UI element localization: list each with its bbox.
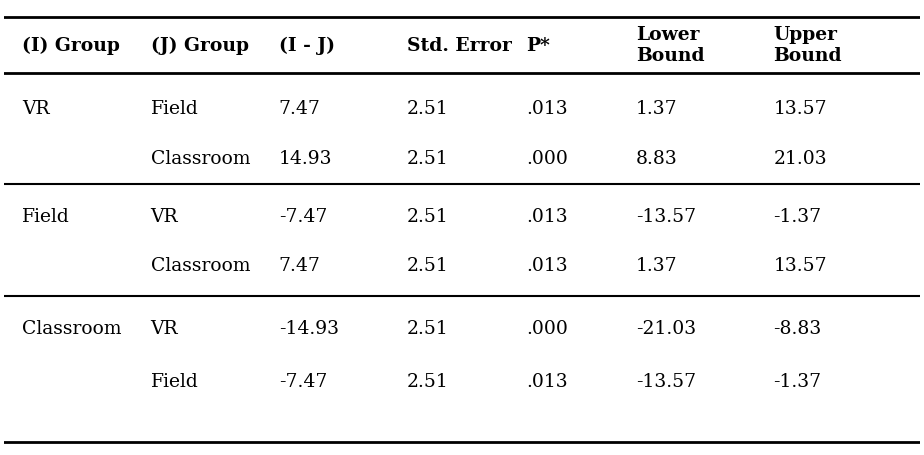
Text: 14.93: 14.93 bbox=[279, 149, 333, 167]
Text: 2.51: 2.51 bbox=[407, 319, 449, 337]
Text: -13.57: -13.57 bbox=[636, 373, 696, 390]
Text: Field: Field bbox=[151, 373, 199, 390]
Text: 13.57: 13.57 bbox=[773, 100, 827, 118]
Text: 7.47: 7.47 bbox=[279, 257, 321, 274]
Text: 1.37: 1.37 bbox=[636, 257, 677, 274]
Text: P*: P* bbox=[526, 36, 550, 55]
Text: VR: VR bbox=[151, 319, 178, 337]
Text: Classroom: Classroom bbox=[151, 149, 250, 167]
Text: 2.51: 2.51 bbox=[407, 373, 449, 390]
Text: -14.93: -14.93 bbox=[279, 319, 339, 337]
Text: (I - J): (I - J) bbox=[279, 36, 334, 55]
Text: 21.03: 21.03 bbox=[773, 149, 827, 167]
Text: Classroom: Classroom bbox=[22, 319, 122, 337]
Text: 2.51: 2.51 bbox=[407, 257, 449, 274]
Text: Upper
Bound: Upper Bound bbox=[773, 26, 842, 65]
Text: 2.51: 2.51 bbox=[407, 100, 449, 118]
Text: .000: .000 bbox=[526, 149, 568, 167]
Text: .013: .013 bbox=[526, 100, 567, 118]
Text: -1.37: -1.37 bbox=[773, 373, 821, 390]
Text: 8.83: 8.83 bbox=[636, 149, 677, 167]
Text: -1.37: -1.37 bbox=[773, 207, 821, 225]
Text: -7.47: -7.47 bbox=[279, 373, 327, 390]
Text: .013: .013 bbox=[526, 257, 567, 274]
Text: 1.37: 1.37 bbox=[636, 100, 677, 118]
Text: -7.47: -7.47 bbox=[279, 207, 327, 225]
Text: -8.83: -8.83 bbox=[773, 319, 821, 337]
Text: Std. Error: Std. Error bbox=[407, 36, 512, 55]
Text: Field: Field bbox=[151, 100, 199, 118]
Text: VR: VR bbox=[151, 207, 178, 225]
Text: -21.03: -21.03 bbox=[636, 319, 696, 337]
Text: 2.51: 2.51 bbox=[407, 149, 449, 167]
Text: 13.57: 13.57 bbox=[773, 257, 827, 274]
Text: .000: .000 bbox=[526, 319, 568, 337]
Text: Classroom: Classroom bbox=[151, 257, 250, 274]
Text: 7.47: 7.47 bbox=[279, 100, 321, 118]
Text: VR: VR bbox=[22, 100, 50, 118]
Text: Field: Field bbox=[22, 207, 70, 225]
Text: Lower
Bound: Lower Bound bbox=[636, 26, 705, 65]
Text: (J) Group: (J) Group bbox=[151, 36, 249, 55]
Text: .013: .013 bbox=[526, 207, 567, 225]
Text: -13.57: -13.57 bbox=[636, 207, 696, 225]
Text: (I) Group: (I) Group bbox=[22, 36, 120, 55]
Text: .013: .013 bbox=[526, 373, 567, 390]
Text: 2.51: 2.51 bbox=[407, 207, 449, 225]
